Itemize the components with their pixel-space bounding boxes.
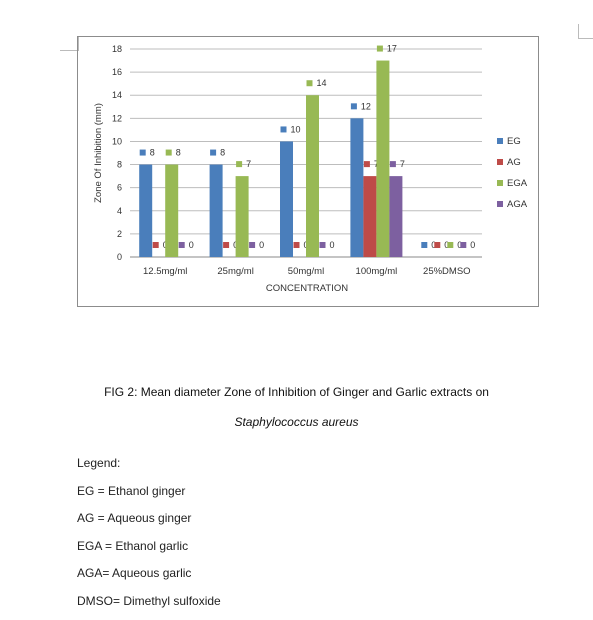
data-label-marker [434,242,440,248]
y-tick-label: 12 [112,113,122,123]
x-tick-label: 12.5mg/ml [143,266,187,277]
data-label: 14 [317,78,327,88]
y-tick-label: 16 [112,67,122,77]
bar [389,176,402,257]
y-tick-label: 2 [117,229,122,239]
data-label: 8 [150,148,155,158]
bar [236,176,249,257]
data-label: 7 [400,159,405,169]
data-label-marker [364,161,370,167]
data-label: 12 [361,101,371,111]
data-label-marker [140,150,146,156]
data-label-marker [320,242,326,248]
data-label-marker [307,80,313,86]
y-tick-label: 18 [112,44,122,54]
data-label: 8 [176,148,181,158]
abbreviation-aga: AGA= Aqueous garlic [77,565,221,593]
data-label: 10 [291,124,301,134]
x-axis-title: CONCENTRATION [266,283,348,294]
y-axis-title: Zone Of Inhibition (mm) [93,103,104,203]
abbreviation-legend: Legend: EG = Ethanol ginger AG = Aqueous… [77,455,221,620]
data-label-marker [377,46,383,52]
bar [165,165,178,257]
y-tick-label: 10 [112,136,122,146]
legend-swatch [497,159,503,165]
data-label-marker [421,242,427,248]
legend-swatch [497,201,503,207]
y-tick-label: 0 [117,252,122,262]
data-label: 0 [470,240,475,250]
abbreviation-legend-heading: Legend: [77,455,221,483]
legend-label: AGA [507,199,528,210]
data-label-marker [236,161,242,167]
data-label-marker [281,126,287,132]
bar [280,141,293,257]
data-label: 0 [259,240,264,250]
y-tick-label: 8 [117,160,122,170]
data-label-marker [223,242,229,248]
bar [363,176,376,257]
x-tick-label: 100mg/ml [356,266,398,277]
data-label-marker [294,242,300,248]
data-label-marker [210,150,216,156]
x-tick-label: 25%DMSO [423,266,471,277]
data-label-marker [351,103,357,109]
abbreviation-eg: EG = Ethanol ginger [77,483,221,511]
abbreviation-ega: EGA = Ethanol garlic [77,538,221,566]
data-label-marker [460,242,466,248]
abbreviation-dmso: DMSO= Dimethyl sulfoxide [77,593,221,620]
bar [376,61,389,257]
data-label-marker [249,242,255,248]
data-label: 7 [246,159,251,169]
legend-swatch [497,180,503,186]
y-tick-label: 14 [112,90,122,100]
bar [210,165,223,257]
data-label-marker [166,150,172,156]
figure-caption-organism: Staphylococcus aureus [0,415,593,429]
data-label-marker [390,161,396,167]
legend-swatch [497,138,503,144]
data-label-marker [179,242,185,248]
legend-label: AG [507,157,521,168]
data-label: 0 [330,240,335,250]
data-label: 0 [189,240,194,250]
bar [139,165,152,257]
bar [350,118,363,257]
data-label: 8 [220,148,225,158]
y-tick-label: 6 [117,183,122,193]
bar [306,95,319,257]
abbreviation-ag: AG = Aqueous ginger [77,510,221,538]
data-label-marker [153,242,159,248]
legend-label: EG [507,136,521,147]
data-label-marker [447,242,453,248]
x-tick-label: 50mg/ml [288,266,324,277]
legend-label: EGA [507,178,528,189]
figure-caption-title: FIG 2: Mean diameter Zone of Inhibition … [30,385,563,399]
y-tick-label: 4 [117,206,122,216]
x-tick-label: 25mg/ml [217,266,253,277]
data-label: 17 [387,44,397,54]
